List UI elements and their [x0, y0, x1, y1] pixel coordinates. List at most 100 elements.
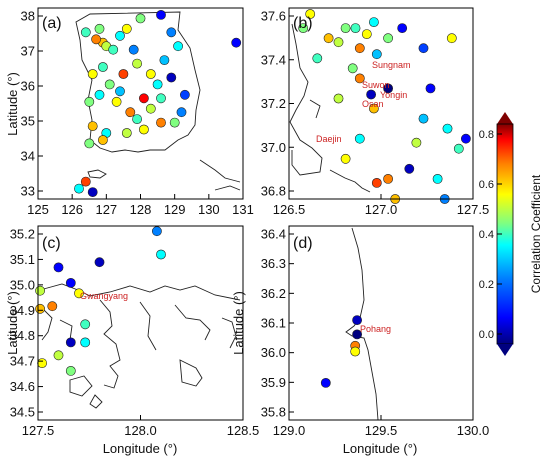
data-point-b-29: [453, 143, 464, 154]
data-point-a-10: [159, 55, 170, 65]
y-tick-label-d-0: 36.4: [261, 227, 286, 242]
data-point-a-44: [94, 23, 105, 34]
y-ticks-b: 37.6 37.4 37.2 37.0 36.8: [261, 9, 294, 199]
data-point-a-43: [132, 114, 142, 124]
coastline-c: [39, 283, 241, 409]
y-axis-label-d: Latitude (°): [231, 291, 246, 355]
data-point-b-2: [361, 29, 372, 39]
x-tick-label-b-2: 127.5: [457, 202, 490, 217]
y-tick-label-c-4: 34.8: [10, 328, 35, 343]
data-point-a-38: [87, 187, 98, 197]
data-point-a-34: [80, 27, 91, 38]
data-point-b-24: [404, 163, 415, 174]
x-tick-label-b-0: 126.5: [273, 202, 306, 217]
data-point-b-25: [432, 173, 443, 184]
data-point-a-36: [98, 135, 108, 145]
y-ticks-a: 38 37 36 35 34 33: [21, 9, 43, 199]
y-tick-label-d-4: 36.0: [261, 345, 286, 360]
data-point-c-12: [53, 350, 64, 361]
data-point-a-20: [176, 107, 187, 118]
data-point-b-3: [368, 17, 379, 27]
x-tick-label-a-5: 130: [198, 202, 220, 217]
y-tick-label-c-5: 34.7: [10, 354, 35, 369]
y-tick-label-d-5: 35.9: [261, 375, 286, 390]
data-point-a-2: [108, 44, 119, 55]
x-ticks-d: 129.0 129.5 130.0: [273, 415, 490, 438]
y-tick-label-d-3: 36.1: [261, 316, 286, 331]
data-point-b-13: [366, 89, 376, 100]
data-point-a-13: [118, 69, 129, 79]
data-point-a-6: [135, 13, 146, 24]
x-axis-label-c: Longitude (°): [103, 441, 178, 456]
data-point-b-1: [350, 23, 361, 33]
coastline-d: [345, 227, 379, 421]
data-point-a-7: [156, 9, 166, 20]
data-point-a-16: [111, 96, 122, 107]
panel-a: (a) 125 126 127 128 129 130 131 38 37 36 35 34 33 L…: [5, 7, 254, 217]
colorbar-ticks: 0.8 0.6 0.4 0.2 0.0: [479, 129, 502, 341]
data-point-d-4: [320, 377, 331, 388]
data-point-a-17: [125, 107, 136, 118]
colorbar-tick-label-2: 0.4: [479, 229, 494, 241]
data-point-a-30: [166, 72, 177, 83]
data-point-a-14: [104, 79, 115, 90]
data-point-b-6: [354, 43, 365, 54]
y-tick-label-b-4: 36.8: [261, 184, 286, 199]
x-tick-label-a-1: 126: [61, 202, 83, 217]
data-point-b-0: [340, 23, 351, 33]
data-point-a-23: [138, 124, 149, 135]
x-tick-label-c-2: 128.5: [227, 423, 260, 438]
data-point-b-5: [323, 33, 334, 44]
x-ticks-a: 125 126 127 128 129 130 131: [27, 194, 254, 217]
data-point-c-1: [156, 249, 166, 260]
coastline-a-japan: [199, 159, 241, 191]
x-ticks-c: 127.5 128.0 128.5: [22, 415, 260, 438]
data-points-b: [298, 9, 471, 204]
x-tick-label-c-0: 127.5: [22, 423, 55, 438]
y-ticks-d: 36.4 36.3 36.2 36.1 36.0 35.9 35.8: [261, 227, 294, 420]
data-point-a-32: [152, 79, 163, 90]
data-point-b-26: [383, 173, 393, 184]
data-point-b-17: [312, 53, 323, 64]
y-tick-label-a-5: 33: [21, 184, 35, 199]
data-point-b-23: [411, 137, 422, 148]
data-point-b-18: [298, 23, 309, 33]
y-tick-label-d-2: 36.2: [261, 286, 286, 301]
data-point-c-14: [65, 365, 76, 376]
x-tick-label-d-2: 130.0: [457, 423, 490, 438]
data-point-a-19: [156, 93, 166, 104]
x-tick-label-d-1: 129.5: [365, 423, 398, 438]
data-point-a-39: [80, 176, 91, 187]
y-tick-label-c-1: 35.1: [10, 252, 35, 267]
colorbar-tick-label-3: 0.2: [479, 279, 494, 291]
y-tick-label-b-2: 37.2: [261, 96, 286, 111]
data-point-c-2: [94, 257, 105, 268]
data-point-c-8: [47, 301, 58, 312]
panel-frame-a: [37, 7, 244, 200]
x-tick-label-a-6: 131: [232, 202, 254, 217]
data-point-a-27: [84, 96, 95, 107]
data-point-a-40: [231, 37, 242, 48]
city-label-daejin: Daejin: [316, 134, 342, 144]
y-axis-label-a: Latitude (°): [5, 72, 20, 136]
data-point-a-4: [115, 30, 125, 41]
panel-b: (b) 126.5 127.0 127.5 37.6 37.4 37.2 37.0 36.8…: [261, 7, 490, 217]
data-point-b-19: [305, 9, 316, 19]
data-point-c-3: [53, 262, 64, 273]
data-point-b-34: [340, 153, 351, 164]
y-tick-label-b-3: 37.0: [261, 140, 286, 155]
data-point-b-8: [383, 33, 393, 44]
data-point-b-11: [446, 33, 457, 44]
y-tick-label-a-1: 37: [21, 44, 35, 59]
data-point-b-16: [347, 63, 358, 74]
data-point-a-15: [94, 89, 105, 100]
y-tick-label-b-1: 37.4: [261, 52, 286, 67]
data-point-d-1: [352, 329, 362, 340]
data-point-a-31: [179, 89, 190, 100]
data-point-c-0: [151, 226, 162, 237]
data-point-b-15: [368, 103, 379, 114]
data-point-a-3: [91, 34, 101, 45]
data-point-a-21: [169, 117, 180, 128]
data-point-b-10: [418, 43, 429, 54]
y-tick-label-c-7: 34.5: [10, 405, 35, 420]
